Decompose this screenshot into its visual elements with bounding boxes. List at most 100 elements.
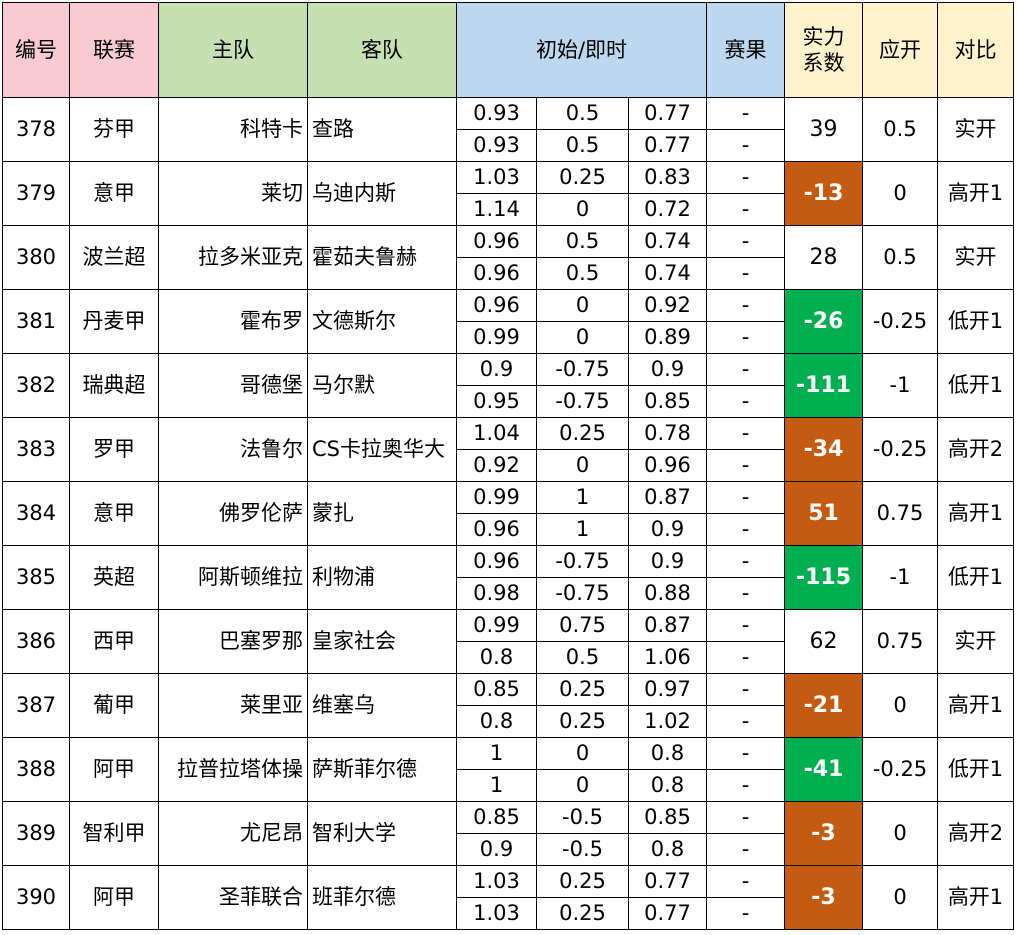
- table-row-sub: 1.03 0.25 0.77-: [3, 897, 1014, 930]
- header-odds: 初始/即时: [456, 2, 707, 98]
- match-id: 381: [2, 289, 70, 354]
- initial-home-odds: 0.85: [456, 673, 537, 706]
- expected-handicap: -0.25: [862, 289, 938, 354]
- live-away-odds: 0.9: [628, 513, 707, 546]
- table-row-sub: 0.96 0.5 0.74-: [3, 257, 1014, 290]
- expected-handicap: 0: [862, 161, 938, 226]
- match-id: 389: [2, 801, 70, 866]
- initial-handicap: 0.25: [536, 865, 629, 898]
- result-live: -: [706, 577, 785, 610]
- live-handicap: 0: [536, 449, 629, 482]
- initial-home-odds: 1.03: [456, 865, 537, 898]
- expected-handicap: -0.25: [862, 737, 938, 802]
- home-team: 法鲁尔: [158, 417, 308, 482]
- initial-away-odds: 0.9: [628, 353, 707, 386]
- result-initial: -: [706, 801, 785, 834]
- initial-handicap: 0.25: [536, 417, 629, 450]
- away-team: 马尔默: [307, 353, 457, 418]
- initial-home-odds: 0.99: [456, 481, 537, 514]
- power-coefficient: -3: [784, 801, 863, 866]
- initial-handicap: 0.25: [536, 161, 629, 194]
- table-body: 378 芬甲 科特卡 查路 0.93 0.5 0.77-39 0.5 实开 0.93 0.5 0.77…: [2, 97, 1014, 930]
- away-team: 维塞乌: [307, 673, 457, 738]
- initial-handicap: -0.75: [536, 545, 629, 578]
- away-team: 利物浦: [307, 545, 457, 610]
- initial-away-odds: 0.83: [628, 161, 707, 194]
- table-row: 389 智利甲 尤尼昂 智利大学 0.85 -0.5 0.85- -3 0 高开2: [2, 801, 1014, 866]
- table-row-sub: 0.99 0 0.89-: [3, 321, 1014, 354]
- home-team: 拉多米亚克: [158, 225, 308, 290]
- league-name: 芬甲: [69, 97, 159, 162]
- power-coefficient: -111: [784, 353, 863, 418]
- live-away-odds: 0.89: [628, 321, 707, 354]
- away-team: 蒙扎: [307, 481, 457, 546]
- live-home-odds: 0.98: [456, 577, 537, 610]
- result-initial: -: [706, 673, 785, 706]
- expected-handicap: 0: [862, 801, 938, 866]
- match-id: 386: [2, 609, 70, 674]
- live-handicap: 0.5: [536, 257, 629, 290]
- power-coefficient: -21: [784, 673, 863, 738]
- initial-handicap: 0.5: [536, 225, 629, 258]
- result-initial: -: [706, 865, 785, 898]
- match-id: 378: [2, 97, 70, 162]
- league-name: 丹麦甲: [69, 289, 159, 354]
- table-row-sub: 0.8 0.5 1.06-: [3, 641, 1014, 674]
- result-live: -: [706, 129, 785, 162]
- compare-label: 高开2: [937, 801, 1014, 866]
- initial-home-odds: 0.99: [456, 609, 537, 642]
- result-live: -: [706, 193, 785, 226]
- expected-handicap: 0.5: [862, 225, 938, 290]
- live-away-odds: 0.8: [628, 833, 707, 866]
- compare-label: 低开1: [937, 353, 1014, 418]
- match-id: 387: [2, 673, 70, 738]
- expected-handicap: 0.75: [862, 609, 938, 674]
- live-home-odds: 1.14: [456, 193, 537, 226]
- live-home-odds: 0.9: [456, 833, 537, 866]
- table-row: 382 瑞典超 哥德堡 马尔默 0.9 -0.75 0.9- -111 -1 低开1: [2, 353, 1014, 418]
- initial-away-odds: 0.87: [628, 609, 707, 642]
- result-initial: -: [706, 481, 785, 514]
- table-row-sub: 0.96 1 0.9-: [3, 513, 1014, 546]
- live-home-odds: 0.93: [456, 129, 537, 162]
- table-row: 385 英超 阿斯顿维拉 利物浦 0.96 -0.75 0.9- -115 -1 低开1: [2, 545, 1014, 610]
- live-handicap: 1: [536, 513, 629, 546]
- home-team: 巴塞罗那: [158, 609, 308, 674]
- expected-handicap: 0.75: [862, 481, 938, 546]
- initial-home-odds: 0.9: [456, 353, 537, 386]
- home-team: 圣菲联合: [158, 865, 308, 930]
- live-handicap: -0.5: [536, 833, 629, 866]
- live-away-odds: 1.06: [628, 641, 707, 674]
- live-away-odds: 0.72: [628, 193, 707, 226]
- header-home: 主队: [158, 2, 308, 98]
- away-team: 霍茹夫鲁赫: [307, 225, 457, 290]
- away-team: 文德斯尔: [307, 289, 457, 354]
- away-team: 智利大学: [307, 801, 457, 866]
- result-live: -: [706, 705, 785, 738]
- initial-handicap: 0.25: [536, 673, 629, 706]
- compare-label: 实开: [937, 225, 1014, 290]
- expected-handicap: 0.5: [862, 97, 938, 162]
- home-team: 阿斯顿维拉: [158, 545, 308, 610]
- result-initial: -: [706, 353, 785, 386]
- away-team: 乌迪内斯: [307, 161, 457, 226]
- power-coefficient: -41: [784, 737, 863, 802]
- result-initial: -: [706, 97, 785, 130]
- header-power-line1: 实力: [802, 24, 845, 49]
- live-away-odds: 0.88: [628, 577, 707, 610]
- initial-home-odds: 0.96: [456, 289, 537, 322]
- live-handicap: 0.5: [536, 641, 629, 674]
- result-initial: -: [706, 161, 785, 194]
- power-coefficient: -34: [784, 417, 863, 482]
- expected-handicap: -1: [862, 353, 938, 418]
- away-team: 皇家社会: [307, 609, 457, 674]
- power-coefficient: -26: [784, 289, 863, 354]
- initial-handicap: 0.5: [536, 97, 629, 130]
- home-team: 科特卡: [158, 97, 308, 162]
- power-coefficient: -115: [784, 545, 863, 610]
- result-initial: -: [706, 545, 785, 578]
- table-row: 379 意甲 莱切 乌迪内斯 1.03 0.25 0.83- -13 0 高开1: [2, 161, 1014, 226]
- result-initial: -: [706, 609, 785, 642]
- result-live: -: [706, 769, 785, 802]
- live-home-odds: 0.8: [456, 705, 537, 738]
